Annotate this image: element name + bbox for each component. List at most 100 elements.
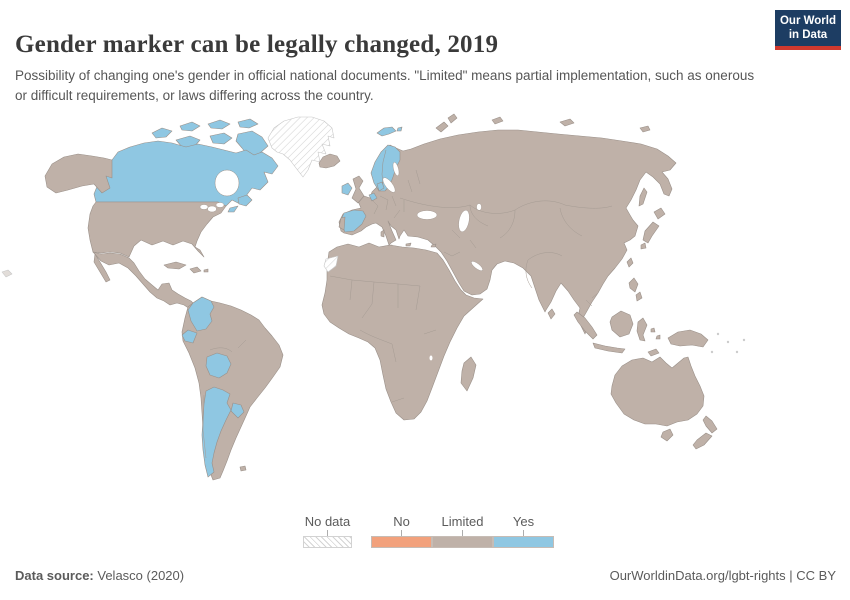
region-ireland[interactable] — [341, 182, 353, 196]
region-sulawesi[interactable] — [636, 317, 648, 342]
region-africa[interactable] — [321, 242, 484, 421]
region-japan[interactable] — [640, 242, 647, 250]
page-subtitle: Possibility of changing one's gender in … — [15, 67, 755, 103]
legend-swatch-no — [371, 536, 432, 548]
legend-swatch-no-data — [303, 536, 352, 548]
lake-malawi — [429, 355, 433, 361]
region-canada-arctic[interactable] — [237, 118, 259, 129]
region-new-siberian-islands[interactable] — [559, 118, 575, 127]
pacific-island — [726, 340, 730, 344]
region-nova-scotia[interactable] — [227, 205, 239, 213]
legend-label-limited: Limited — [441, 514, 484, 529]
region-japan[interactable] — [653, 207, 666, 220]
region-canada-arctic[interactable] — [179, 121, 201, 132]
region-moluccas[interactable] — [650, 327, 656, 333]
black-sea — [416, 210, 438, 220]
region-portugal[interactable] — [338, 216, 346, 231]
region-sakhalin[interactable] — [638, 187, 648, 207]
region-novaya-zemlya[interactable] — [447, 113, 458, 124]
region-svalbard[interactable] — [376, 126, 397, 137]
region-moluccas[interactable] — [655, 334, 661, 340]
region-hispaniola[interactable] — [189, 266, 202, 274]
region-wrangel-island[interactable] — [639, 125, 651, 133]
norway-sweden-border — [381, 149, 387, 187]
data-source-value: Velasco (2020) — [97, 568, 185, 583]
region-falkland-islands[interactable] — [239, 465, 247, 472]
legend-item-no[interactable]: No — [371, 515, 432, 548]
pacific-island — [742, 338, 746, 342]
baltic-sea — [382, 177, 396, 193]
legend-tick — [401, 530, 402, 536]
legend-label-no-data: No data — [304, 514, 351, 529]
region-crete[interactable] — [405, 242, 412, 247]
region-western-sahara[interactable] — [323, 255, 339, 273]
region-mexico-central-america[interactable] — [92, 251, 195, 310]
region-new-zealand-north[interactable] — [702, 415, 718, 434]
region-baja-california[interactable] — [93, 253, 111, 283]
left-edge-island — [1, 269, 13, 278]
region-canada-arctic[interactable] — [151, 127, 173, 139]
region-greenland[interactable] — [267, 116, 335, 178]
region-united-states[interactable] — [87, 201, 227, 258]
region-philippines[interactable] — [628, 277, 639, 293]
region-denmark[interactable] — [376, 181, 385, 192]
region-borneo[interactable] — [609, 310, 634, 338]
region-colombia[interactable] — [187, 296, 215, 332]
legend-label-no: No — [393, 514, 410, 529]
region-cuba[interactable] — [163, 261, 187, 270]
hudson-bay — [214, 169, 240, 197]
region-canada-arctic[interactable] — [207, 119, 231, 130]
region-new-guinea[interactable] — [667, 329, 709, 348]
region-bolivia[interactable] — [205, 352, 232, 379]
region-japan[interactable] — [642, 221, 660, 244]
region-sumatra[interactable] — [573, 311, 598, 340]
footer-credits: OurWorldinData.org/lgbt-rights | CC BY — [610, 568, 836, 583]
region-sri-lanka[interactable] — [547, 308, 556, 320]
caspian-sea — [458, 209, 470, 233]
persian-gulf — [471, 261, 483, 271]
legend-swatch-limited — [431, 536, 493, 548]
legend-tick — [462, 530, 463, 536]
legend-item-yes[interactable]: Yes — [492, 515, 554, 548]
region-taiwan[interactable] — [626, 257, 634, 268]
region-canada-arctic[interactable] — [209, 132, 233, 145]
data-source-label: Data source: — [15, 568, 94, 583]
region-svalbard[interactable] — [396, 126, 403, 132]
region-norway-sweden[interactable] — [370, 144, 401, 192]
great-lakes — [215, 202, 225, 208]
region-novaya-zemlya[interactable] — [435, 121, 449, 133]
owid-logo[interactable]: Our World in Data — [775, 10, 841, 50]
legend-item-no-data[interactable]: No data — [303, 515, 352, 548]
region-spain[interactable] — [339, 209, 367, 233]
legend-tick — [327, 530, 328, 536]
region-newfoundland[interactable] — [237, 194, 253, 207]
region-philippines[interactable] — [635, 291, 643, 302]
region-iceland[interactable] — [318, 153, 341, 169]
legend-swatch-yes — [492, 536, 554, 548]
region-tasmania[interactable] — [660, 428, 674, 442]
owid-logo-line1: Our World — [779, 14, 836, 27]
region-java[interactable] — [592, 342, 626, 354]
region-cyprus[interactable] — [430, 243, 437, 248]
owid-link[interactable]: OurWorldinData.org/lgbt-rights — [609, 568, 786, 583]
legend-tick — [523, 530, 524, 536]
owid-logo-line2: in Data — [788, 29, 828, 41]
region-united-kingdom[interactable] — [351, 175, 365, 204]
footer-separator: | — [785, 568, 797, 583]
region-australia[interactable] — [610, 356, 705, 427]
region-madagascar[interactable] — [460, 356, 477, 392]
region-uruguay[interactable] — [230, 402, 245, 419]
region-timor[interactable] — [647, 348, 660, 357]
region-netherlands-belgium[interactable] — [368, 192, 378, 202]
pacific-island — [735, 350, 739, 354]
region-ecuador[interactable] — [181, 329, 198, 344]
region-severnaya-zemlya[interactable] — [491, 116, 504, 125]
legend-item-limited[interactable]: Limited — [431, 514, 493, 548]
country-borders — [202, 169, 613, 459]
region-sardinia[interactable] — [380, 229, 385, 238]
region-alaska[interactable] — [44, 153, 113, 194]
page-title: Gender marker can be legally changed, 20… — [15, 30, 499, 58]
region-new-zealand-south[interactable] — [692, 432, 713, 450]
legend-bar: No Limited Yes — [371, 515, 554, 548]
region-puerto-rico[interactable] — [203, 268, 209, 273]
